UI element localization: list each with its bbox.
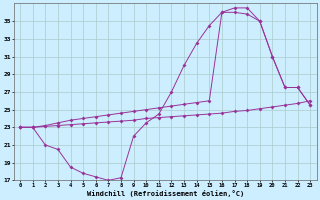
X-axis label: Windchill (Refroidissement éolien,°C): Windchill (Refroidissement éolien,°C) [86,190,244,197]
